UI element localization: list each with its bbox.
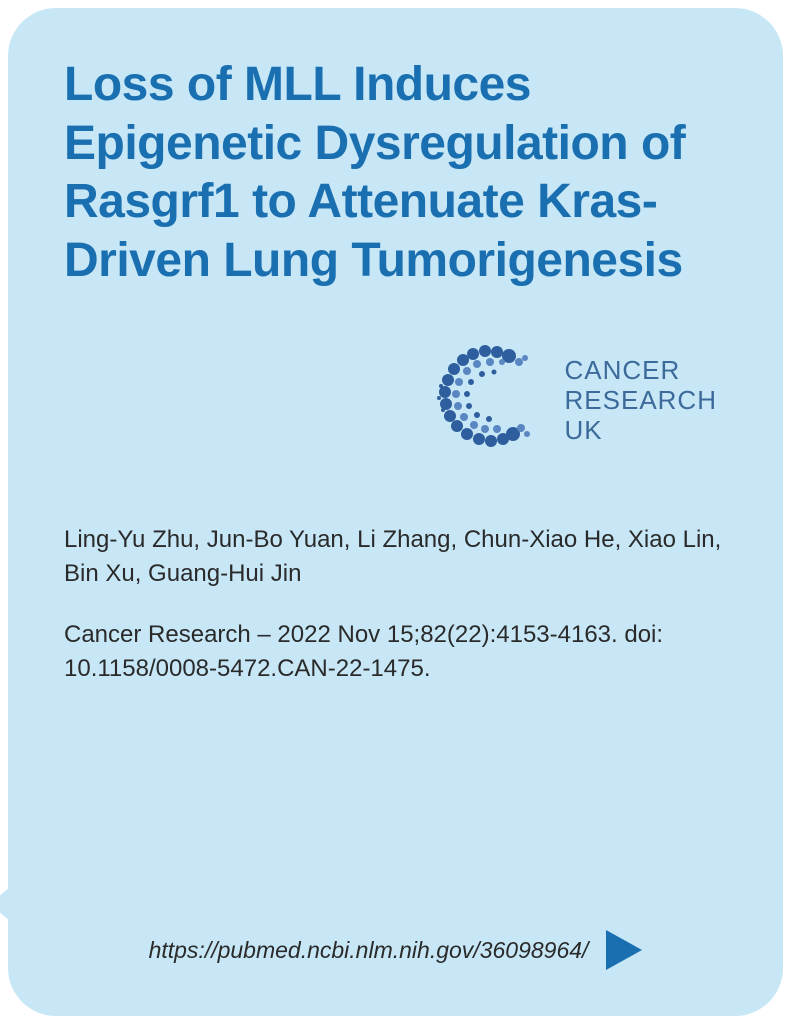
citation-text: Cancer Research – 2022 Nov 15;82(22):415… <box>64 618 727 685</box>
logo-line-1: CANCER <box>565 356 717 386</box>
pubmed-url[interactable]: https://pubmed.ncbi.nlm.nih.gov/36098964… <box>149 937 589 964</box>
logo-line-2: RESEARCH <box>565 386 717 416</box>
citation-card: Loss of MLL Induces Epigenetic Dysregula… <box>8 8 783 1016</box>
logo-line-3: UK <box>565 416 717 446</box>
paper-title: Loss of MLL Induces Epigenetic Dysregula… <box>64 56 727 290</box>
play-arrow-icon[interactable] <box>606 930 642 970</box>
authors-list: Ling-Yu Zhu, Jun-Bo Yuan, Li Zhang, Chun… <box>64 523 727 590</box>
footer: https://pubmed.ncbi.nlm.nih.gov/36098964… <box>8 930 783 970</box>
logo-mark-icon <box>427 338 547 463</box>
logo-text: CANCER RESEARCH UK <box>565 356 717 446</box>
logo-container: CANCER RESEARCH UK <box>64 338 727 463</box>
speech-bubble-tail <box>0 882 16 926</box>
cancer-research-uk-logo: CANCER RESEARCH UK <box>427 338 717 463</box>
